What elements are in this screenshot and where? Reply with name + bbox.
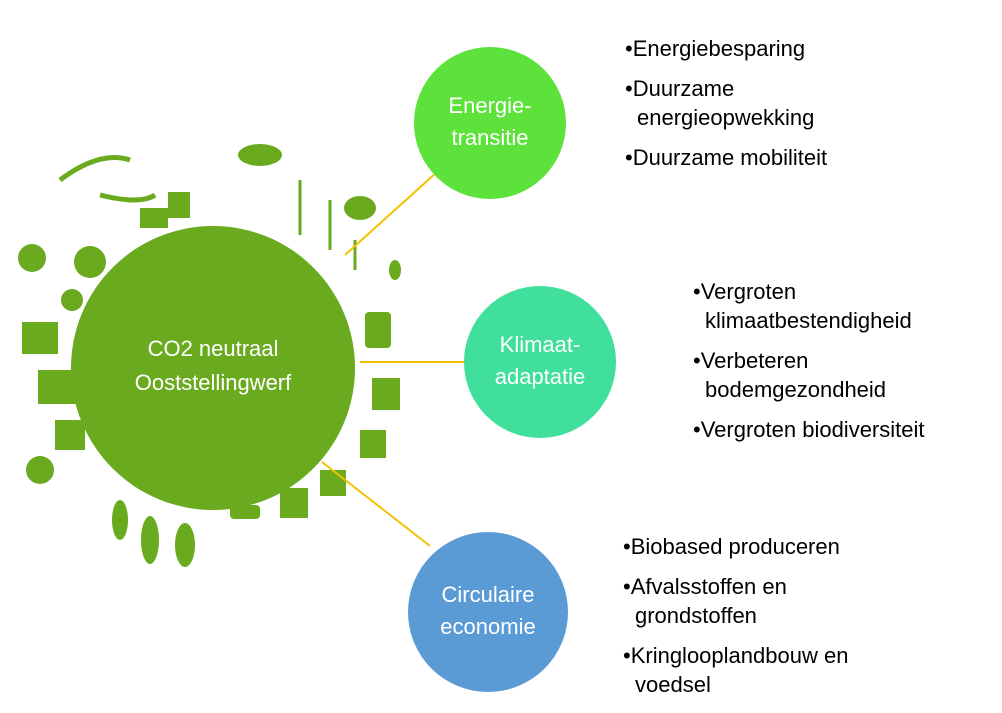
connectors bbox=[321, 171, 465, 547]
bullet-item: •Vergroten biodiversiteit bbox=[693, 417, 925, 442]
bullet-item: •Afvalsstoffen en bbox=[623, 574, 787, 599]
bullet-item: bodemgezondheid bbox=[705, 377, 886, 402]
bullet-item: voedsel bbox=[635, 672, 711, 697]
bullet-item: klimaatbestendigheid bbox=[705, 308, 912, 333]
node-label: Klimaat- bbox=[500, 332, 581, 357]
globe-decoration bbox=[18, 144, 401, 567]
bullet-item: grondstoffen bbox=[635, 603, 757, 628]
node-circle bbox=[464, 286, 616, 438]
node-label: Energie- bbox=[448, 93, 531, 118]
bullet-item: •Duurzame bbox=[625, 76, 734, 101]
center-label: CO2 neutraal bbox=[148, 336, 279, 361]
bullet-item: •Energiebesparing bbox=[625, 36, 805, 61]
node-circle bbox=[408, 532, 568, 692]
bullet-item: •Kringlooplandbouw en bbox=[623, 643, 848, 668]
node-label: economie bbox=[440, 614, 535, 639]
bullet-item: •Vergroten bbox=[693, 279, 796, 304]
node-circle bbox=[414, 47, 566, 199]
bullet-item: •Verbeteren bbox=[693, 348, 808, 373]
node-label: transitie bbox=[451, 125, 528, 150]
globe bbox=[71, 226, 355, 510]
node-label: adaptatie bbox=[495, 364, 586, 389]
node-label: Circulaire bbox=[442, 582, 535, 607]
bullet-item: •Duurzame mobiliteit bbox=[625, 145, 827, 170]
bullet-item: •Biobased produceren bbox=[623, 534, 840, 559]
bullet-item: energieopwekking bbox=[637, 105, 814, 130]
center-label: Ooststellingwerf bbox=[135, 370, 292, 395]
